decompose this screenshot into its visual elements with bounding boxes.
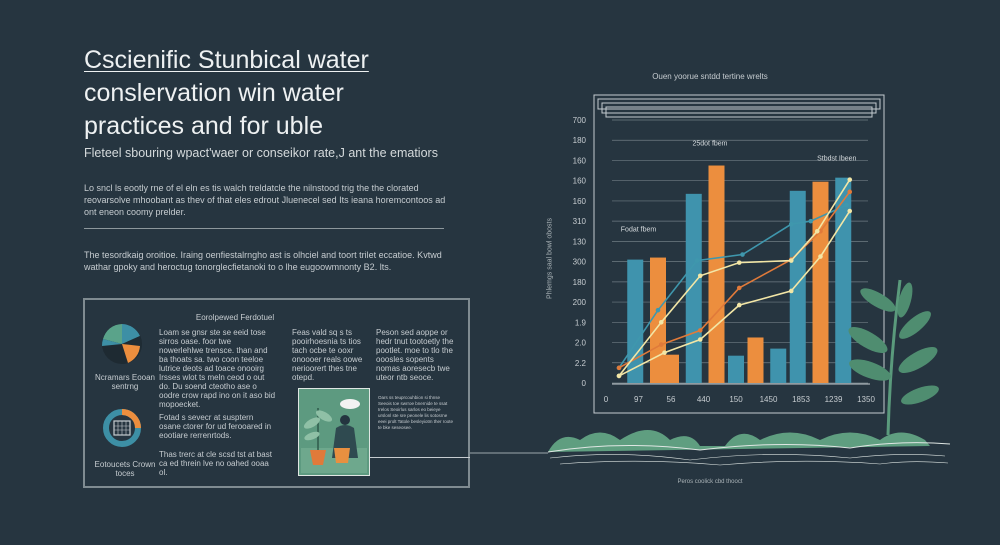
y-tick-label: 160	[573, 156, 587, 165]
orange-line-point	[736, 285, 742, 291]
yellow-line-lower-point	[788, 288, 794, 294]
chart-annotation: 25dot fbem	[692, 140, 727, 147]
title-line-3: practices and for uble	[84, 112, 324, 140]
bar-orange	[747, 337, 764, 383]
annotations: 25dot fbem Stbdst Ibeen Fodat fbem	[621, 140, 857, 233]
plant-decoration	[848, 279, 939, 436]
bar-teal	[685, 193, 702, 383]
gardener-illustration	[298, 388, 370, 476]
x-tick-label: 0	[604, 395, 609, 404]
orange-line-point	[847, 189, 853, 195]
column2-text: Feas vald sq s ts pooirhoesnia ts tios t…	[292, 328, 363, 382]
teal-line-point	[655, 307, 661, 313]
panel-title: Eorolpewed Ferdotuel	[195, 313, 275, 322]
y-tick-label: 1.9	[575, 318, 587, 327]
x-ticks: 0 97 56 440 150 1450 1853 1239 1350	[604, 395, 876, 404]
x-tick-label: 1350	[857, 395, 875, 404]
x-tick-label: 150	[729, 395, 743, 404]
yellow-line-upper-point	[658, 320, 664, 325]
title-line-2: conslervation win water	[84, 79, 344, 107]
donut-caption: Eotoucets Crown toces	[94, 460, 156, 478]
bar-orange	[650, 257, 666, 383]
column1-text-2: Fotad s sevecr at susptern osane ctorer …	[159, 413, 272, 440]
yellow-line-lower-point	[736, 302, 742, 308]
yellow-line-upper-point	[847, 177, 853, 182]
teal-line-point	[788, 221, 794, 227]
yellow-line-upper-point	[697, 273, 703, 279]
y-tick-label: 2.2	[575, 359, 587, 368]
y-tick-label: 200	[573, 298, 587, 307]
y-tick-label: 300	[573, 258, 587, 267]
yellow-line-upper-point	[788, 258, 794, 263]
y-tick-label: 180	[573, 278, 587, 287]
yellow-line-lower-point	[847, 208, 853, 214]
bar-orange	[663, 354, 679, 383]
x-tick-label: 97	[634, 395, 643, 404]
y-tick-label: 160	[573, 197, 587, 206]
x-tick-label: 440	[697, 395, 711, 404]
yellow-line-lower-point	[616, 373, 622, 379]
pie-caption: Ncramars Eooan sentrng	[94, 373, 156, 391]
page-title: Cscienific Stunbical water conslervation…	[84, 44, 484, 143]
yellow-line-lower-point	[818, 254, 823, 259]
teal-line-point	[808, 218, 814, 224]
chart-frame	[593, 94, 885, 414]
bar-orange	[812, 181, 829, 383]
y-tick-label: 130	[573, 237, 587, 246]
bar-teal	[789, 190, 806, 383]
x-tick-label: 1450	[760, 395, 778, 404]
teal-line-point	[844, 202, 849, 208]
second-paragraph: The tesordkaig oroitioe. Iraing oenfiest…	[84, 250, 442, 272]
bar-teal	[770, 348, 787, 383]
connector-line	[310, 457, 470, 458]
ground-strip	[470, 430, 951, 466]
yellow-line-upper-point	[736, 260, 742, 265]
subtitle: Fleteel sbouring wpact'waer or conseikor…	[84, 146, 438, 160]
orange-line-point	[658, 342, 664, 347]
orange-line-point	[697, 328, 703, 333]
column3-small-text: Oars ss teuprcouhbion si thnse Seeois to…	[378, 395, 453, 430]
building-donut-icon	[103, 409, 141, 447]
y-tick-label: 2.0	[575, 339, 587, 348]
yellow-line-upper-point	[814, 228, 820, 234]
yellow-line-lower-point	[697, 337, 703, 342]
bar-teal	[627, 259, 644, 383]
lines	[616, 177, 853, 379]
teal-line-point	[694, 258, 700, 263]
divider	[84, 228, 444, 229]
x-tick-label: 1239	[825, 395, 843, 404]
y-tick-label: 700	[573, 116, 587, 125]
x-tick-label: 1853	[792, 395, 810, 404]
chart-annotation: Stbdst Ibeen	[817, 155, 856, 162]
bar-teal	[728, 355, 744, 383]
chart-annotation: Fodat fbem	[621, 226, 657, 233]
info-panel: Eorolpewed Ferdotuel Ncramars Eooan sent…	[83, 298, 470, 488]
orange-line-point	[616, 365, 622, 371]
y-tick-label: 0	[582, 379, 587, 388]
x-tick-label: 56	[667, 395, 676, 404]
intro-paragraph: Lo sncl ls eootly rne of el eln es tis w…	[84, 183, 446, 217]
pie-chart-icon	[101, 324, 142, 364]
chart-title: Ouen yoorue sntdd tertine wrelts	[652, 72, 768, 81]
teal-line-point	[740, 252, 745, 257]
title-line-1: Cscienific Stunbical water	[84, 46, 369, 74]
bars	[627, 165, 852, 383]
bar-teal	[835, 177, 852, 383]
bar-orange	[708, 165, 725, 383]
column1-text-1: Loam se gnsr ste se eeid tose sirros oas…	[159, 328, 276, 409]
yellow-line-lower-point	[662, 350, 667, 355]
column1-text-3: Thas trerc at cle scsd tst at bast ca ed…	[159, 450, 272, 477]
y-tick-label: 180	[573, 136, 587, 145]
y-tick-label: 310	[573, 217, 587, 226]
y-tick-label: 160	[573, 177, 587, 186]
orange-line-point	[818, 228, 823, 234]
y-ticks: 700 180 160 160 160 310 130 300 180 200 1.9 2.0 2.2 0	[573, 116, 587, 388]
column3-text: Peson sed aoppe or hedr tnut tootoetly t…	[376, 328, 454, 382]
x-axis-caption: Peros coolick cbd thooct	[677, 479, 743, 485]
